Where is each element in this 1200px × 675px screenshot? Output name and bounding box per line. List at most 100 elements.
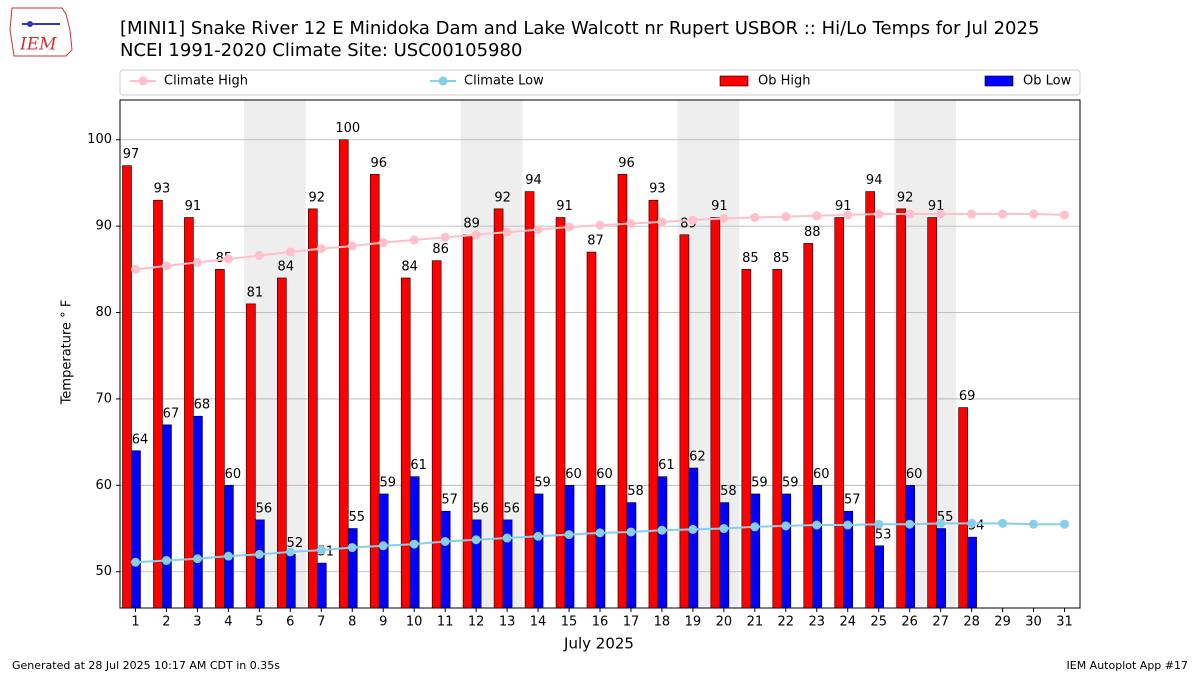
bar [378, 493, 389, 609]
line-marker [905, 519, 915, 529]
bar [688, 467, 699, 609]
line-marker [378, 541, 388, 551]
x-tick-label: 17 [623, 615, 640, 630]
x-tick-label: 23 [809, 615, 826, 630]
legend-box [119, 69, 1081, 96]
line-marker [316, 545, 326, 555]
bar-value-label: 84 [278, 259, 295, 274]
bar-value-label: 61 [658, 458, 675, 473]
line-marker [409, 235, 419, 245]
line-marker [843, 210, 853, 220]
y-tick-label: 60 [95, 478, 112, 493]
bar-value-label: 94 [525, 173, 542, 188]
line-marker [347, 543, 357, 553]
line-marker [378, 238, 388, 248]
line-marker [843, 520, 853, 530]
line-marker [223, 254, 233, 264]
bar [958, 407, 968, 609]
bar [595, 485, 606, 609]
bar-value-label: 87 [587, 234, 604, 249]
bar-value-label: 91 [835, 199, 852, 214]
bar [193, 415, 203, 609]
x-tick-label: 15 [561, 615, 578, 630]
line-marker [595, 220, 605, 230]
legend-label: Ob Low [1023, 74, 1072, 89]
line-marker [812, 211, 822, 221]
line-marker [998, 209, 1008, 219]
x-tick-label: 20 [716, 615, 733, 630]
bar-value-label: 91 [185, 199, 202, 214]
line-marker [719, 213, 729, 223]
bar [657, 476, 668, 609]
legend-swatch [719, 75, 749, 87]
line-marker [1060, 519, 1070, 529]
bar [471, 519, 482, 609]
line-marker [626, 527, 636, 537]
bar [936, 528, 946, 609]
line-marker [998, 518, 1008, 528]
line-marker [254, 549, 264, 559]
x-tick-label: 24 [839, 615, 856, 630]
bar [533, 493, 544, 609]
bar-value-label: 53 [875, 527, 892, 542]
x-tick-label: 13 [499, 615, 516, 630]
line-marker [905, 209, 915, 219]
bar [307, 208, 318, 609]
bar [122, 165, 132, 609]
line-marker [285, 247, 295, 257]
bar [905, 485, 915, 609]
bar-value-label: 100 [335, 121, 360, 136]
bar-value-label: 93 [649, 182, 666, 197]
line-marker [874, 519, 884, 529]
bar-value-label: 86 [432, 242, 449, 257]
bar [626, 502, 637, 609]
bar-value-label: 84 [401, 259, 418, 274]
line-marker [409, 539, 419, 549]
line-marker [440, 536, 450, 546]
line-marker [285, 547, 295, 557]
bar [812, 485, 823, 609]
line-marker [936, 518, 946, 528]
chart-title: [MINI1] Snake River 12 E Minidoka Dam an… [120, 18, 1039, 39]
line-marker [657, 217, 667, 227]
line-marker [192, 257, 202, 267]
bar [400, 277, 411, 609]
legend-label: Climate Low [464, 74, 544, 89]
line-marker [595, 528, 605, 538]
bar-value-label: 52 [287, 536, 304, 551]
bar [710, 217, 721, 609]
bar [834, 217, 845, 609]
bar-value-label: 97 [123, 147, 140, 162]
bar [617, 173, 628, 609]
bar [277, 277, 287, 609]
bar [524, 191, 535, 609]
x-tick-label: 30 [1025, 615, 1042, 630]
bar [502, 519, 513, 609]
chart-subtitle: NCEI 1991-2020 Climate Site: USC00105980 [120, 40, 522, 61]
line-marker [533, 225, 543, 235]
x-tick-label: 31 [1056, 615, 1073, 630]
y-tick-label: 70 [95, 391, 112, 406]
bar-value-label: 89 [463, 216, 480, 231]
bar-value-label: 58 [627, 484, 644, 499]
bar [719, 502, 730, 609]
line-marker [1029, 209, 1039, 219]
x-tick-label: 12 [468, 615, 485, 630]
x-tick-label: 6 [286, 615, 294, 630]
bar [440, 510, 451, 609]
bar-value-label: 61 [410, 458, 427, 473]
line-marker [812, 520, 822, 530]
line-marker [471, 535, 481, 545]
line-marker [502, 533, 512, 543]
bar-value-label: 60 [906, 467, 923, 482]
bar-value-label: 94 [866, 173, 883, 188]
line-marker [192, 554, 202, 564]
bar-value-label: 59 [534, 475, 551, 490]
bar-value-label: 62 [689, 450, 706, 465]
bar [347, 528, 358, 609]
bar [564, 485, 575, 609]
bar-value-label: 88 [804, 225, 821, 240]
y-tick-label: 80 [95, 305, 112, 320]
line-marker [254, 251, 264, 261]
